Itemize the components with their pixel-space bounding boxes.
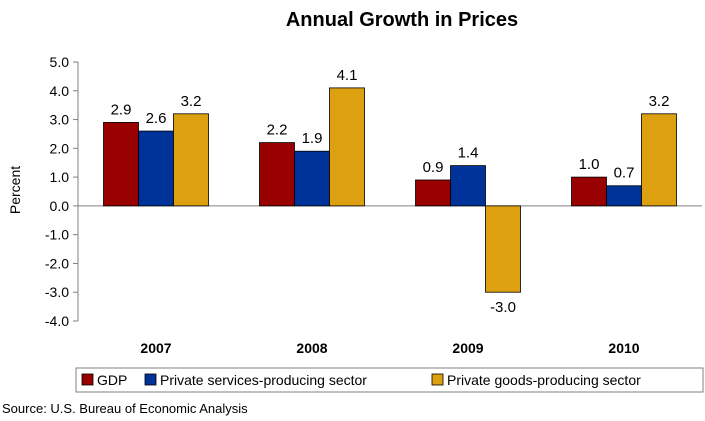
y-tick-label: -4.0 bbox=[45, 313, 69, 329]
y-tick-label: 4.0 bbox=[50, 83, 70, 99]
data-label: 4.1 bbox=[337, 67, 358, 84]
bar bbox=[486, 206, 521, 292]
y-tick-label: 1.0 bbox=[50, 169, 70, 185]
legend: GDP Private services-producing sector Priv… bbox=[76, 368, 703, 392]
bar bbox=[104, 122, 139, 205]
data-label: 3.2 bbox=[181, 93, 202, 110]
y-tick-label: -3.0 bbox=[45, 284, 69, 300]
bar bbox=[416, 180, 451, 206]
legend-label: GDP bbox=[97, 372, 127, 388]
bar bbox=[607, 186, 642, 206]
x-category-label: 2010 bbox=[608, 340, 639, 356]
x-category-label: 2009 bbox=[452, 340, 483, 356]
data-label: 3.2 bbox=[649, 93, 670, 110]
legend-swatch bbox=[145, 374, 156, 385]
x-category-label: 2007 bbox=[140, 340, 171, 356]
legend-swatch bbox=[82, 374, 93, 385]
data-label: 0.9 bbox=[423, 159, 444, 176]
data-label: 2.2 bbox=[267, 122, 288, 139]
y-tick-label: 2.0 bbox=[50, 140, 70, 156]
y-tick-label: 5.0 bbox=[50, 54, 70, 70]
legend-swatch bbox=[432, 374, 443, 385]
chart-title: Annual Growth in Prices bbox=[286, 9, 518, 31]
bar bbox=[295, 151, 330, 206]
data-label: 1.0 bbox=[579, 156, 600, 173]
bar bbox=[572, 177, 607, 206]
y-tick-label: -1.0 bbox=[45, 227, 69, 243]
y-tick-label: 0.0 bbox=[50, 198, 70, 214]
plot-area: 2.9 2.6 3.2 2.2 1.9 4.1 0.9 1.4 -3.0 1.0 0.7 3.2 bbox=[78, 67, 702, 316]
data-label: -3.0 bbox=[490, 299, 516, 316]
y-tick-label: -2.0 bbox=[45, 255, 69, 271]
y-axis-label: Percent bbox=[7, 166, 23, 214]
data-label: 0.7 bbox=[614, 165, 635, 182]
data-label: 1.9 bbox=[302, 130, 323, 147]
legend-label: Private services-producing sector bbox=[160, 372, 367, 388]
source-note: Source: U.S. Bureau of Economic Analysis bbox=[2, 401, 248, 416]
bar bbox=[260, 143, 295, 206]
bar bbox=[642, 114, 677, 206]
bar bbox=[330, 88, 365, 206]
data-label: 2.6 bbox=[146, 110, 167, 127]
data-label: 2.9 bbox=[111, 101, 132, 118]
y-axis: 5.0 4.0 3.0 2.0 1.0 0.0 -1.0 -2.0 -3.0 -4.0 bbox=[45, 54, 78, 329]
data-label: 1.4 bbox=[458, 145, 479, 162]
bar bbox=[174, 114, 209, 206]
bar bbox=[139, 131, 174, 206]
legend-label: Private goods-producing sector bbox=[447, 372, 641, 388]
x-category-label: 2008 bbox=[296, 340, 327, 356]
bar bbox=[451, 166, 486, 206]
x-axis: 2007 2008 2009 2010 bbox=[140, 340, 639, 356]
y-tick-label: 3.0 bbox=[50, 112, 70, 128]
